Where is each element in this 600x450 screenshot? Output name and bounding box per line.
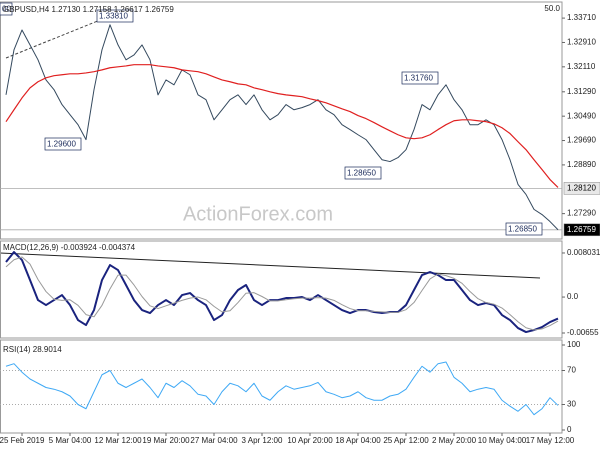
x-tick-label: 10 Apr 20:00 [287, 436, 333, 445]
annotation-box [401, 71, 439, 85]
panel-title: RSI(14) 28.9014 [3, 345, 62, 354]
annotation: 1.33810 [99, 12, 128, 21]
x-tick-label: 12 Mar 12:00 [94, 436, 142, 445]
y-tick-label: 0.0 [567, 292, 579, 301]
annotation: 1.29600 [47, 140, 76, 149]
y-tick-label: 0 [567, 425, 572, 434]
y-tick-label: 1.27290 [567, 209, 596, 218]
annotation: 1.26850 [508, 225, 537, 234]
y-tick-label: 1.30490 [567, 111, 596, 120]
corner-text: 50.0 [544, 4, 560, 13]
price-label-box [563, 182, 600, 195]
series-line [5, 24, 559, 231]
watermark: ActionForex.com [183, 203, 333, 225]
panel-title: MACD(12,26,9) -0.003924 -0.004374 [3, 243, 136, 252]
x-tick-label: 10 May 04:00 [478, 436, 527, 445]
price-label: 1.28120 [567, 183, 596, 192]
y-tick-label: 1.31290 [567, 87, 596, 96]
y-tick-label: 30 [567, 400, 576, 409]
annotation-box [505, 222, 543, 236]
y-tick-label: -0.00655 [567, 328, 599, 337]
series-line [5, 64, 559, 188]
y-tick-label: 1.29690 [567, 136, 596, 145]
trend-line [0, 252, 541, 279]
annotation-box [44, 137, 82, 151]
price-label-box [563, 223, 600, 237]
x-tick-label: 27 Mar 04:00 [190, 436, 238, 445]
x-tick-label: 5 Mar 04:00 [49, 436, 92, 445]
panel-title: GBPUSD,H4 1.27130 1.27158 1.26617 1.2675… [3, 5, 174, 14]
y-tick-label: 100 [567, 340, 581, 349]
series-line [5, 256, 559, 331]
annotation-box [0, 2, 13, 16]
x-tick-label: 18 Apr 04:00 [335, 436, 381, 445]
y-tick-label: 1.28890 [567, 160, 596, 169]
x-tick-label: 25 Apr 12:00 [383, 436, 429, 445]
y-tick-label: 1.33710 [567, 13, 596, 22]
x-tick-label: 17 May 12:00 [526, 436, 575, 445]
annotation: 1.28650 [347, 169, 376, 178]
trend-line [5, 15, 111, 59]
panel-frame [0, 339, 563, 434]
panel-frame [0, 1, 563, 240]
series-line [5, 251, 559, 334]
annotation: 00 [2, 5, 11, 14]
x-tick-label: 3 Apr 12:00 [242, 436, 283, 445]
y-tick-label: 0.008031 [567, 248, 600, 257]
annotation-box [96, 9, 134, 23]
y-tick-label: 70 [567, 366, 576, 375]
x-tick-label: 19 Mar 20:00 [142, 436, 190, 445]
annotation: 1.31760 [404, 74, 433, 83]
panel-frame [0, 240, 563, 339]
price-label: 1.26759 [567, 225, 596, 234]
annotation-box [344, 166, 382, 180]
x-tick-label: 25 Feb 2019 [0, 436, 45, 445]
y-tick-label: 1.32110 [567, 62, 596, 71]
series-line [5, 361, 559, 416]
y-tick-label: 1.32910 [567, 38, 596, 47]
x-tick-label: 2 May 20:00 [432, 436, 477, 445]
